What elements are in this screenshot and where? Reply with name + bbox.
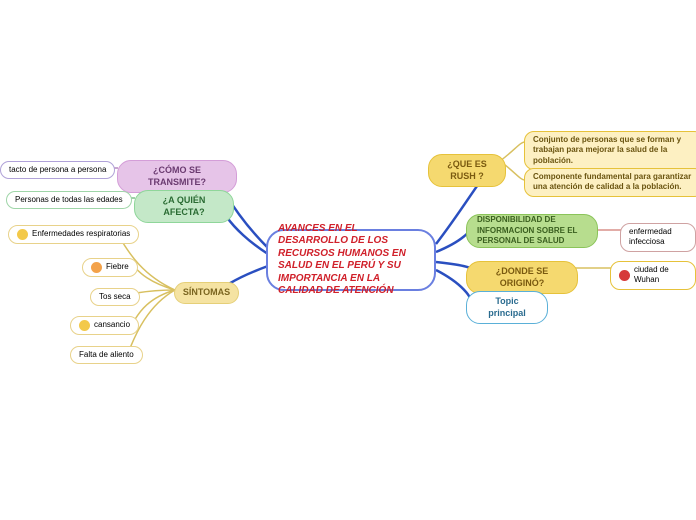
branch-que-es-rush: ¿QUE ES RUSH ? — [428, 154, 506, 187]
leaf-aliento: Falta de aliento — [70, 346, 143, 364]
center-title: AVANCES EN EL DESARROLLO DE LOS RECURSOS… — [278, 223, 424, 298]
leaf-tos: Tos seca — [90, 288, 140, 306]
branch-donde-origino: ¿DONDE SE ORIGINÓ? — [466, 261, 578, 294]
leaf-contacto: tacto de persona a persona — [0, 161, 115, 179]
leaf-edades: Personas de todas las edades — [6, 191, 132, 209]
branch-disponibilidad: DISPONIBILIDAD DE INFORMACION SOBRE EL P… — [466, 214, 598, 248]
leaf-respiratorias: Enfermedades respiratorias — [8, 225, 139, 244]
branch-quien-afecta: ¿A QUIÉN AFECTA? — [134, 190, 234, 223]
leaf-wuhan: ciudad de Wuhan — [610, 261, 696, 290]
leaf-infecciosa: enfermedad infecciosa — [620, 223, 696, 252]
branch-como-transmite: ¿CÓMO SE TRANSMITE? — [117, 160, 237, 193]
leaf-rush1: Conjunto de personas que se forman y tra… — [524, 131, 696, 170]
center-topic: AVANCES EN EL DESARROLLO DE LOS RECURSOS… — [266, 229, 436, 291]
emoji-icon — [91, 262, 102, 273]
leaf-cansancio: cansancio — [70, 316, 139, 335]
leaf-rush2: Componente fundamental para garantizar u… — [524, 168, 696, 197]
emoji-icon — [17, 229, 28, 240]
leaf-fiebre: Fiebre — [82, 258, 138, 277]
emoji-icon — [79, 320, 90, 331]
branch-sintomas: SÍNTOMAS — [174, 282, 239, 304]
branch-topic: Topic principal — [466, 291, 548, 324]
dot-icon — [619, 270, 630, 281]
